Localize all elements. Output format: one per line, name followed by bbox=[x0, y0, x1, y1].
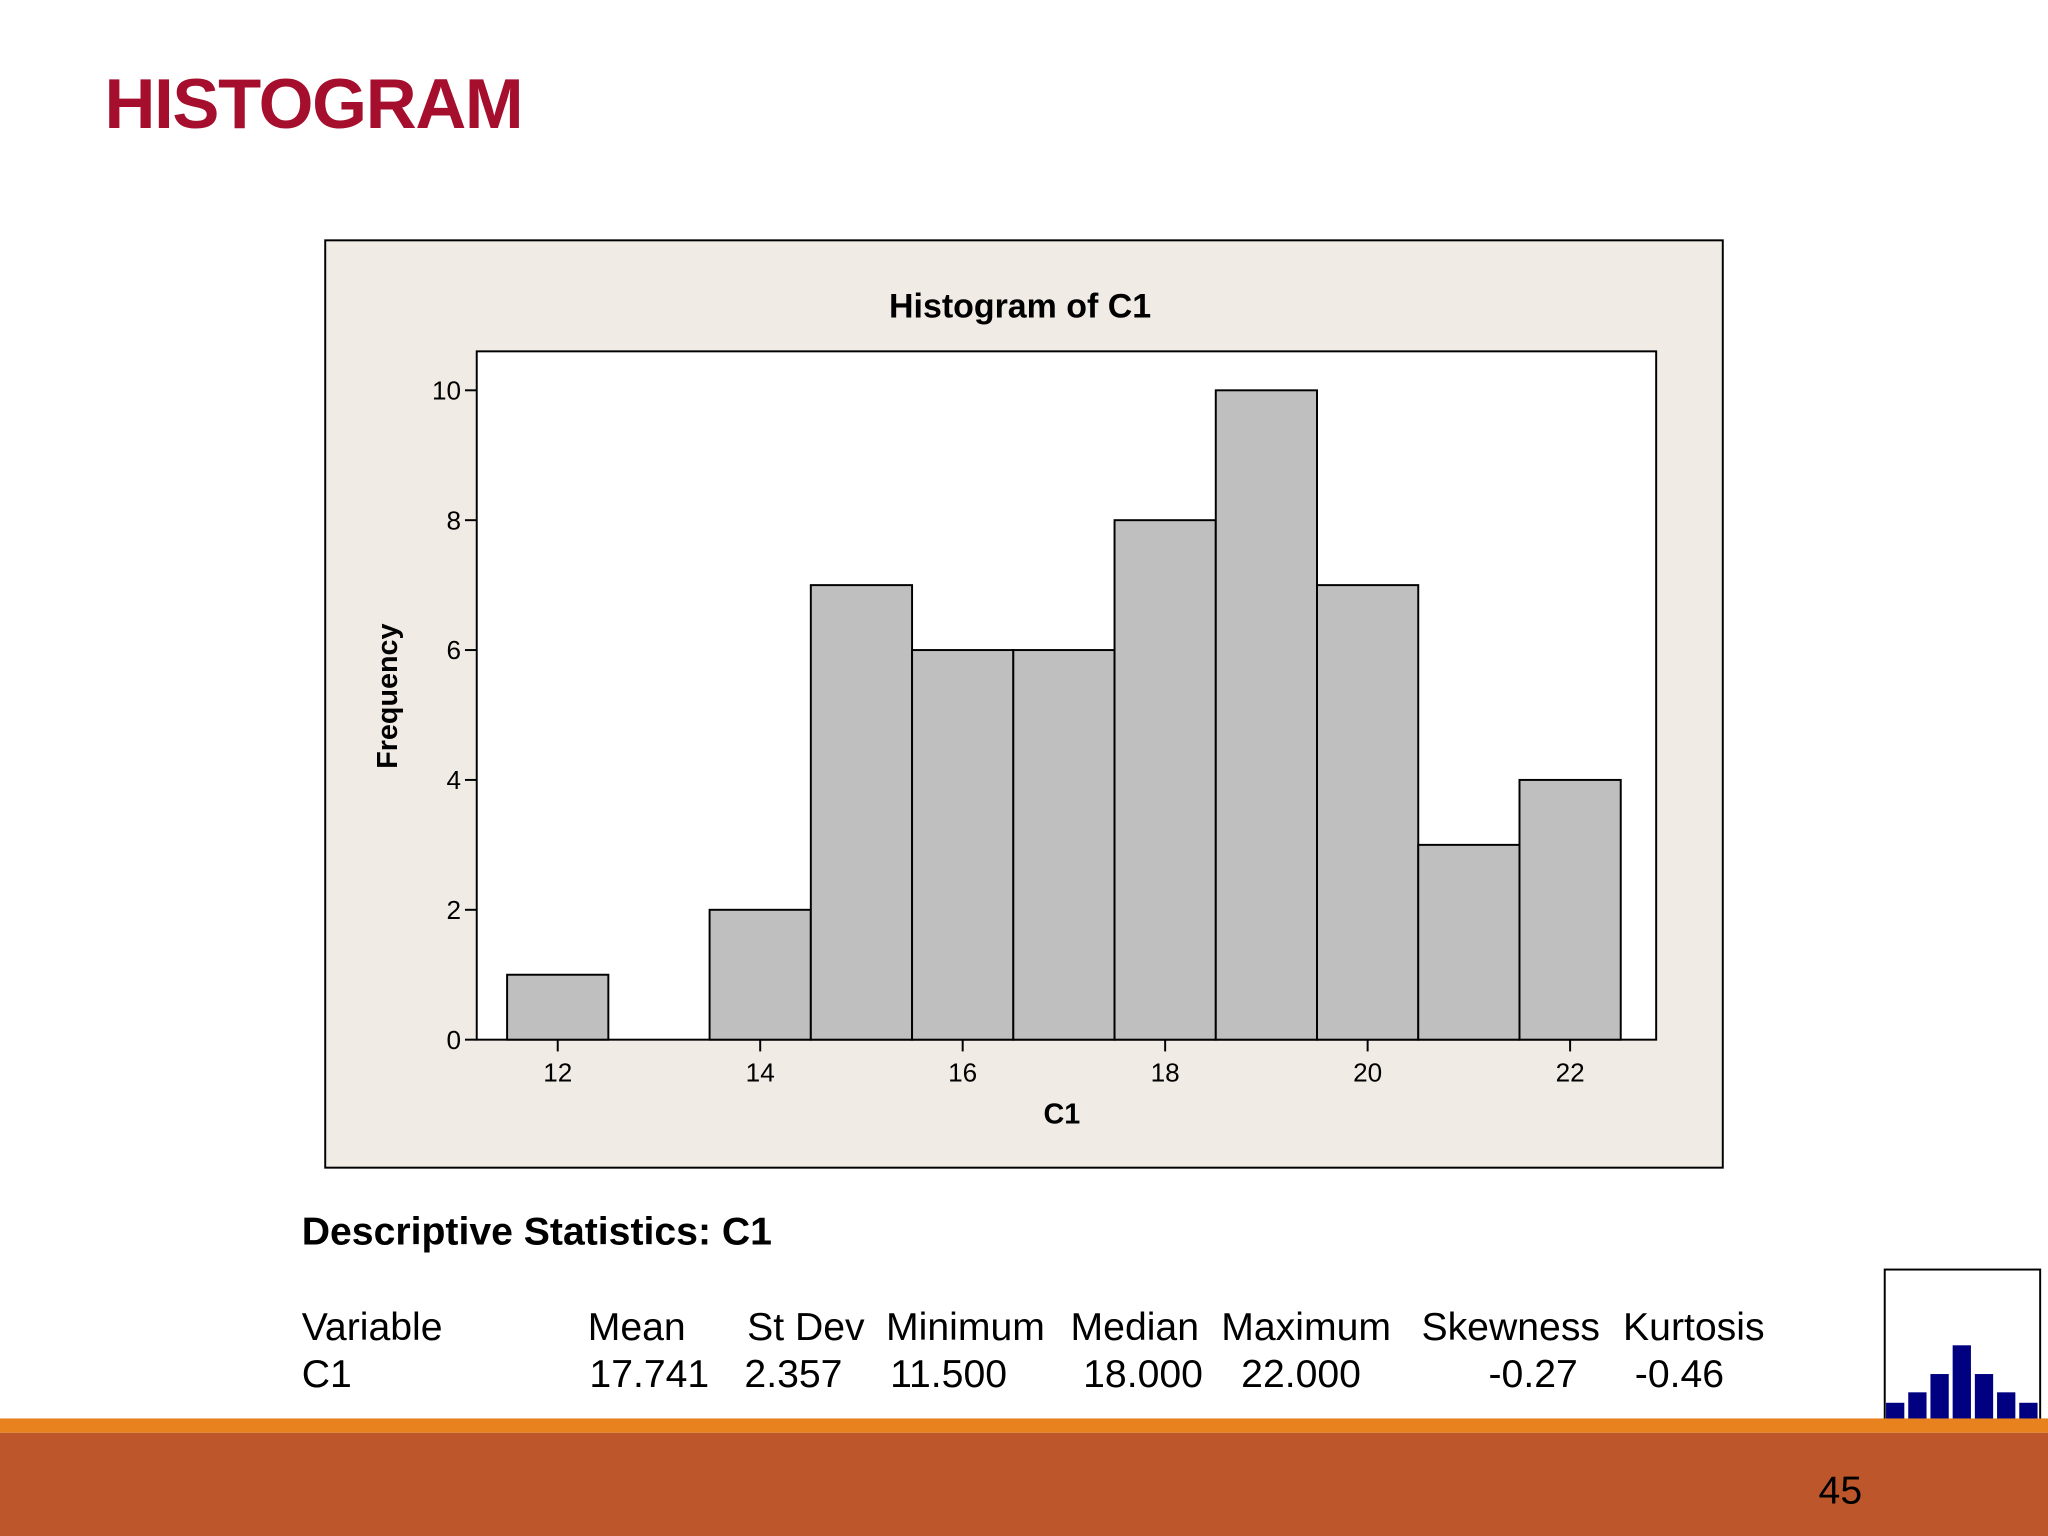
stats-heading: Descriptive Statistics: C1 bbox=[302, 1211, 772, 1254]
table-cell: 11.500 bbox=[890, 1353, 1007, 1396]
bar bbox=[911, 649, 1015, 1041]
table-cell: 18.000 bbox=[1083, 1353, 1203, 1396]
chart-title: Histogram of C1 bbox=[889, 287, 1151, 325]
table-cell: -0.46 bbox=[1635, 1353, 1724, 1396]
table-header: Skewness bbox=[1421, 1306, 1600, 1349]
table-cell: -0.27 bbox=[1488, 1353, 1577, 1396]
y-tick-label: 10 bbox=[432, 375, 461, 405]
table-cell: C1 bbox=[302, 1353, 352, 1396]
y-axis-label: Frequency bbox=[372, 624, 404, 769]
y-tick-label: 8 bbox=[447, 505, 462, 535]
table-cell: 2.357 bbox=[744, 1353, 842, 1396]
bar bbox=[1417, 843, 1521, 1041]
y-tick-label: 4 bbox=[447, 765, 462, 795]
table-header: St Dev bbox=[747, 1306, 865, 1349]
icon-bar bbox=[1952, 1345, 1971, 1425]
bar bbox=[809, 584, 914, 1041]
x-tick-label: 12 bbox=[543, 1057, 572, 1087]
bar bbox=[506, 973, 610, 1041]
bar bbox=[708, 908, 812, 1041]
table-cell: 22.000 bbox=[1241, 1353, 1361, 1396]
icon-bar bbox=[1930, 1374, 1949, 1425]
x-tick-label: 20 bbox=[1353, 1057, 1382, 1087]
table-header: Variable bbox=[302, 1306, 443, 1349]
table-cell: 17.741 bbox=[589, 1353, 709, 1396]
x-tick-label: 18 bbox=[1151, 1057, 1180, 1087]
icon-bar bbox=[1908, 1392, 1927, 1425]
table-header: Kurtosis bbox=[1623, 1306, 1765, 1349]
table-header: Maximum bbox=[1221, 1306, 1391, 1349]
footer-band bbox=[0, 1432, 2048, 1536]
bar bbox=[1518, 778, 1622, 1041]
table-header: Minimum bbox=[886, 1306, 1045, 1349]
table-header: Mean bbox=[588, 1306, 686, 1349]
slide-title: HISTOGRAM bbox=[104, 64, 522, 143]
table-header: Median bbox=[1071, 1306, 1199, 1349]
x-tick-label: 14 bbox=[746, 1057, 775, 1087]
footer-stripe bbox=[0, 1418, 2048, 1433]
x-axis-label: C1 bbox=[1044, 1098, 1081, 1130]
page-number: 45 bbox=[1819, 1469, 1863, 1512]
icon-bar bbox=[1974, 1374, 1994, 1425]
icon-bar bbox=[1997, 1392, 2016, 1425]
bar bbox=[1316, 584, 1420, 1041]
x-tick-label: 16 bbox=[948, 1057, 977, 1087]
bar bbox=[1012, 649, 1116, 1041]
y-tick-label: 6 bbox=[447, 635, 462, 665]
x-tick-label: 22 bbox=[1556, 1057, 1585, 1087]
bar bbox=[1113, 519, 1217, 1041]
y-tick-label: 0 bbox=[447, 1025, 462, 1055]
histogram-icon bbox=[1883, 1268, 2042, 1428]
y-tick-label: 2 bbox=[447, 895, 462, 925]
bar bbox=[1214, 389, 1318, 1041]
